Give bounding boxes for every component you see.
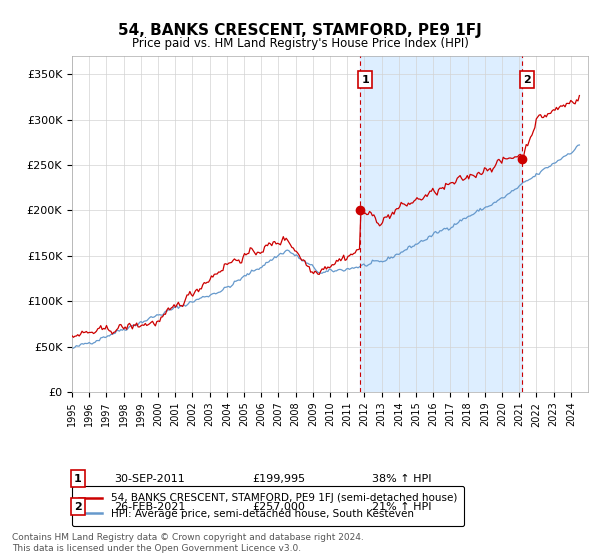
Text: 2: 2 <box>74 502 82 512</box>
Text: 30-SEP-2011: 30-SEP-2011 <box>114 474 185 484</box>
Text: £257,000: £257,000 <box>252 502 305 512</box>
Text: Contains HM Land Registry data © Crown copyright and database right 2024.
This d: Contains HM Land Registry data © Crown c… <box>12 533 364 553</box>
Text: £199,995: £199,995 <box>252 474 305 484</box>
Legend: 54, BANKS CRESCENT, STAMFORD, PE9 1FJ (semi-detached house), HPI: Average price,: 54, BANKS CRESCENT, STAMFORD, PE9 1FJ (s… <box>72 486 464 526</box>
Text: 38% ↑ HPI: 38% ↑ HPI <box>372 474 431 484</box>
Text: 21% ↑ HPI: 21% ↑ HPI <box>372 502 431 512</box>
Text: 1: 1 <box>361 74 369 85</box>
Text: Price paid vs. HM Land Registry's House Price Index (HPI): Price paid vs. HM Land Registry's House … <box>131 37 469 50</box>
Text: 2: 2 <box>523 74 531 85</box>
Text: 1: 1 <box>74 474 82 484</box>
Bar <box>360 56 522 392</box>
Text: 54, BANKS CRESCENT, STAMFORD, PE9 1FJ: 54, BANKS CRESCENT, STAMFORD, PE9 1FJ <box>118 24 482 38</box>
Text: 26-FEB-2021: 26-FEB-2021 <box>114 502 185 512</box>
